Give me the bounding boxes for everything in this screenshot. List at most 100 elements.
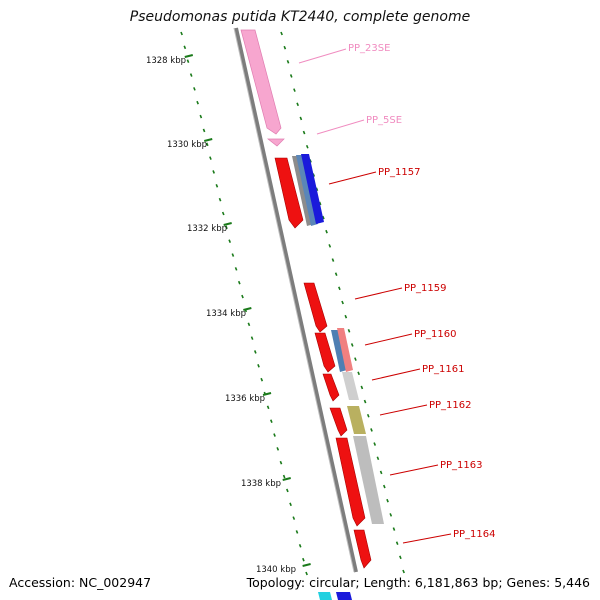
gc-dot (273, 433, 276, 437)
gene-pp-1162-b[interactable] (347, 406, 366, 434)
gc-dot (302, 557, 305, 562)
gene-pp-23se[interactable] (240, 29, 282, 135)
gc-dot (325, 229, 328, 234)
label-pp-1164: PP_1164 (453, 529, 496, 540)
gc-dot (196, 100, 199, 105)
gc-dot (234, 267, 238, 271)
gene-partial-cyan[interactable] (318, 592, 332, 600)
gc-dot (386, 498, 389, 503)
gc-dot (286, 60, 290, 64)
gene-pp-1157-c[interactable] (296, 155, 318, 226)
gene-pp-1159[interactable] (303, 282, 328, 333)
gene-pp-1163-b[interactable] (353, 436, 384, 524)
gene-features[interactable] (240, 29, 384, 600)
gc-dot (338, 286, 341, 291)
gc-dot (318, 201, 322, 206)
gc-dot (298, 544, 302, 548)
gene-pp-1157-d[interactable] (301, 154, 324, 224)
gene-pp-1164[interactable] (353, 529, 372, 569)
gc-dot (305, 571, 308, 576)
gc-dot (183, 45, 187, 50)
gene-pp-1160-c[interactable] (337, 328, 353, 372)
gc-dot (289, 502, 292, 507)
gc-dot (289, 74, 293, 78)
scale-tick-0 (184, 54, 194, 58)
gc-dot (305, 144, 309, 149)
gc-dot (186, 59, 190, 63)
label-pp-1159: PP_1159 (404, 283, 447, 294)
tick-label-1334: 1334 kbp (206, 309, 246, 319)
gc-dot (286, 488, 289, 493)
gc-dot (241, 294, 244, 299)
gc-track-right (280, 31, 405, 574)
gc-dot (199, 114, 203, 119)
gc-dot (302, 130, 306, 135)
gc-dot (395, 541, 399, 545)
scale-tick-4 (262, 392, 272, 396)
gc-dot (292, 516, 296, 520)
label-pp-1160: PP_1160 (414, 329, 457, 340)
label-pp-1162: PP_1162 (429, 400, 472, 411)
label-pp-5se: PP_5SE (366, 115, 402, 126)
accession-label: Accession: NC_002947 (9, 575, 152, 590)
gene-pp-5se[interactable] (266, 138, 285, 147)
gc-track-left (180, 31, 308, 576)
gene-pp-1163[interactable] (335, 437, 366, 527)
gc-dot (180, 31, 183, 36)
gc-dot (282, 474, 286, 479)
label-pp-1157: PP_1157 (378, 167, 421, 178)
gc-dot (209, 156, 212, 160)
gc-dot (189, 73, 193, 77)
gc-dot (366, 413, 370, 418)
gc-dot (247, 322, 251, 327)
gc-dot (341, 300, 344, 305)
gc-dot (321, 215, 325, 220)
gc-dot (347, 329, 351, 333)
gc-dot (193, 87, 196, 91)
gene-pp-1161-b[interactable] (342, 372, 359, 400)
label-pp-1161: PP_1161 (422, 364, 465, 375)
gc-dot (373, 442, 377, 446)
gc-dot (370, 428, 373, 432)
gene-pp-1161[interactable] (322, 373, 340, 402)
gc-dot (328, 244, 332, 248)
gc-dot (334, 272, 338, 276)
label-leaders (298, 48, 452, 544)
gc-dot (363, 399, 367, 404)
topology-label: Topology: circular; Length: 6,181,863 bp… (246, 575, 590, 590)
tick-label-1336: 1336 kbp (225, 394, 265, 404)
gc-dot (279, 460, 283, 465)
label-pp-23se: PP_23SE (348, 43, 390, 54)
tick-label-1330: 1330 kbp (167, 140, 207, 150)
gc-dot (299, 116, 303, 121)
gene-pp-1160-b[interactable] (331, 330, 347, 372)
gc-dot (257, 364, 260, 368)
gc-dot (205, 142, 209, 147)
gene-partial-blue[interactable] (336, 592, 352, 600)
scale-tick-5 (282, 477, 291, 481)
gc-dot (296, 102, 299, 107)
label-pp-1163: PP_1163 (440, 460, 483, 471)
gc-dot (228, 239, 232, 243)
gc-dot (354, 357, 357, 361)
gc-dot (270, 419, 273, 423)
gc-dot (237, 280, 241, 285)
gene-labels: PP_23SE PP_5SE PP_1157 PP_1159 PP_1160 P… (348, 43, 496, 540)
gc-dot (283, 45, 287, 50)
gc-dot (295, 530, 299, 534)
gc-dot (376, 456, 380, 461)
gene-pp-1160[interactable] (314, 332, 336, 373)
gc-dot (250, 336, 254, 340)
gc-dot (276, 447, 280, 451)
gene-pp-1157[interactable] (274, 157, 304, 229)
gc-dot (350, 343, 354, 347)
gc-dot (382, 484, 386, 489)
gc-dot (218, 197, 222, 202)
gc-dot (344, 314, 348, 319)
gc-dot (357, 371, 360, 376)
gc-dot (202, 128, 206, 133)
gene-pp-1162[interactable] (329, 407, 348, 437)
tick-label-1328: 1328 kbp (146, 56, 186, 66)
gc-dot (392, 527, 396, 531)
